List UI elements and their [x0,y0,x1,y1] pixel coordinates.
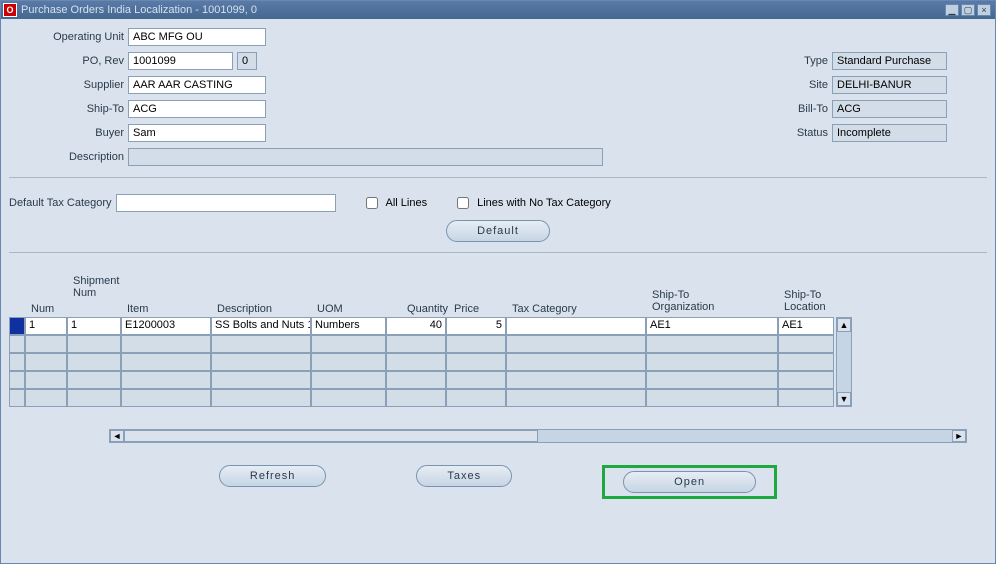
cell-ship-to-org[interactable]: AE1 [646,317,778,335]
cell-quantity[interactable]: 40 [386,317,446,335]
col-header-quantity: Quantity [390,301,450,317]
col-header-uom: UOM [315,301,390,317]
default-tax-category-field[interactable] [116,194,336,212]
operating-unit-field[interactable] [128,28,266,46]
cell-item[interactable]: E1200003 [121,317,211,335]
col-header-description: Description [215,301,315,317]
lines-no-tax-checkbox[interactable] [457,197,469,209]
horizontal-scrollbar[interactable]: ◄ ► [109,429,967,443]
po-field[interactable] [128,52,233,70]
divider [9,177,987,178]
operating-unit-label: Operating Unit [9,31,124,43]
minimize-button[interactable]: ▁ [945,4,959,16]
default-tax-category-label: Default Tax Category [9,197,112,209]
window-titlebar: O Purchase Orders India Localization - 1… [1,1,995,19]
cell-description[interactable]: SS Bolts and Nuts 1/ [211,317,311,335]
cell-num[interactable]: 1 [25,317,67,335]
row-selector-5[interactable] [9,389,25,407]
row-selector-2[interactable] [9,335,25,353]
cell-ship-to-loc[interactable]: AE1 [778,317,834,335]
open-button-highlight: Open [602,465,777,499]
col-header-tax-category: Tax Category [510,301,650,317]
open-button[interactable]: Open [623,471,756,493]
site-label: Site [743,79,828,91]
col-header-ship-to-org: Ship-To Organization [650,287,782,317]
table-row-empty [25,335,834,353]
col-header-num: Num [29,301,71,317]
type-label: Type [743,55,828,67]
po-localization-window: O Purchase Orders India Localization - 1… [0,0,996,564]
row-selector-4[interactable] [9,371,25,389]
table-row-empty [25,353,834,371]
description-field[interactable] [128,148,603,166]
description-label: Description [9,151,124,163]
scroll-down-icon[interactable]: ▼ [837,392,851,406]
cell-uom[interactable]: Numbers [311,317,386,335]
taxes-button[interactable]: Taxes [416,465,512,487]
maximize-button[interactable]: ▢ [961,4,975,16]
vertical-scrollbar[interactable]: ▲ ▼ [836,317,852,407]
col-header-blank [71,301,125,317]
scroll-left-icon[interactable]: ◄ [110,430,124,442]
scroll-up-icon[interactable]: ▲ [837,318,851,332]
row-selector-1[interactable] [9,317,25,335]
close-button[interactable]: × [977,4,991,16]
row-selector-3[interactable] [9,353,25,371]
col-header-ship-to-loc: Ship-To Location [782,287,838,317]
window-title: Purchase Orders India Localization - 100… [21,4,945,16]
table-row[interactable]: 1 1 E1200003 SS Bolts and Nuts 1/ Number… [25,317,834,335]
buyer-label: Buyer [9,127,124,139]
col-header-price: Price [450,301,510,317]
table-row-empty [25,389,834,407]
oracle-icon: O [3,3,17,17]
type-field [832,52,947,70]
supplier-field[interactable] [128,76,266,94]
default-button[interactable]: Default [446,220,550,242]
cell-shipment-num[interactable]: 1 [67,317,121,335]
lines-no-tax-label: Lines with No Tax Category [477,197,611,209]
scroll-right-icon[interactable]: ► [952,430,966,442]
all-lines-checkbox[interactable] [366,197,378,209]
table-row-empty [25,371,834,389]
status-label: Status [743,127,828,139]
bill-to-label: Bill-To [743,103,828,115]
po-rev-label: PO, Rev [9,55,124,67]
status-field [832,124,947,142]
cell-price[interactable]: 5 [446,317,506,335]
cell-tax-category[interactable] [506,317,646,335]
divider-2 [9,252,987,253]
site-field [832,76,947,94]
col-header-item: Item [125,301,215,317]
buyer-field[interactable] [128,124,266,142]
lines-grid: Shipment Num Num Item Description UOM Qu… [9,273,987,443]
col-header-shipment-num: Shipment Num [71,273,125,301]
refresh-button[interactable]: Refresh [219,465,327,487]
bill-to-field [832,100,947,118]
ship-to-label: Ship-To [9,103,124,115]
scroll-thumb[interactable] [124,430,538,442]
ship-to-field[interactable] [128,100,266,118]
supplier-label: Supplier [9,79,124,91]
rev-field[interactable] [237,52,257,70]
all-lines-label: All Lines [386,197,428,209]
